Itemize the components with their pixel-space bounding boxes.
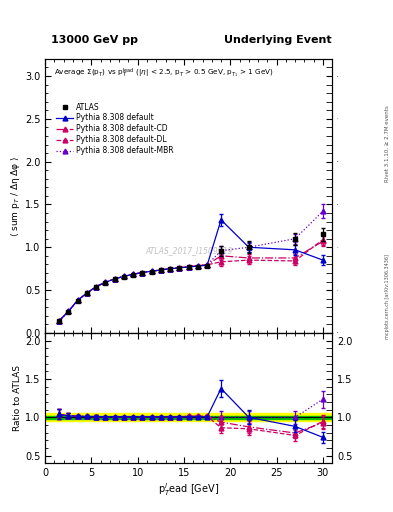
Text: Rivet 3.1.10, ≥ 2.7M events: Rivet 3.1.10, ≥ 2.7M events [385, 105, 389, 182]
Text: Average $\Sigma$(p$_T$) vs p$_T^{\rm lead}$ (|$\eta$| < 2.5, p$_T$ > 0.5 GeV, p$: Average $\Sigma$(p$_T$) vs p$_T^{\rm lea… [54, 67, 274, 80]
Legend: ATLAS, Pythia 8.308 default, Pythia 8.308 default-CD, Pythia 8.308 default-DL, P: ATLAS, Pythia 8.308 default, Pythia 8.30… [53, 99, 177, 158]
Text: mcplots.cern.ch [arXiv:1306.3436]: mcplots.cern.ch [arXiv:1306.3436] [385, 254, 389, 339]
Y-axis label: Ratio to ATLAS: Ratio to ATLAS [13, 365, 22, 431]
Text: 13000 GeV pp: 13000 GeV pp [51, 35, 138, 45]
Text: Underlying Event: Underlying Event [224, 35, 332, 45]
X-axis label: p$_T^l$ead [GeV]: p$_T^l$ead [GeV] [158, 481, 219, 498]
Y-axis label: ⟨ sum p$_T$ / Δη Δφ ⟩: ⟨ sum p$_T$ / Δη Δφ ⟩ [9, 155, 22, 237]
Text: ATLAS_2017_I1509919: ATLAS_2017_I1509919 [145, 246, 232, 255]
